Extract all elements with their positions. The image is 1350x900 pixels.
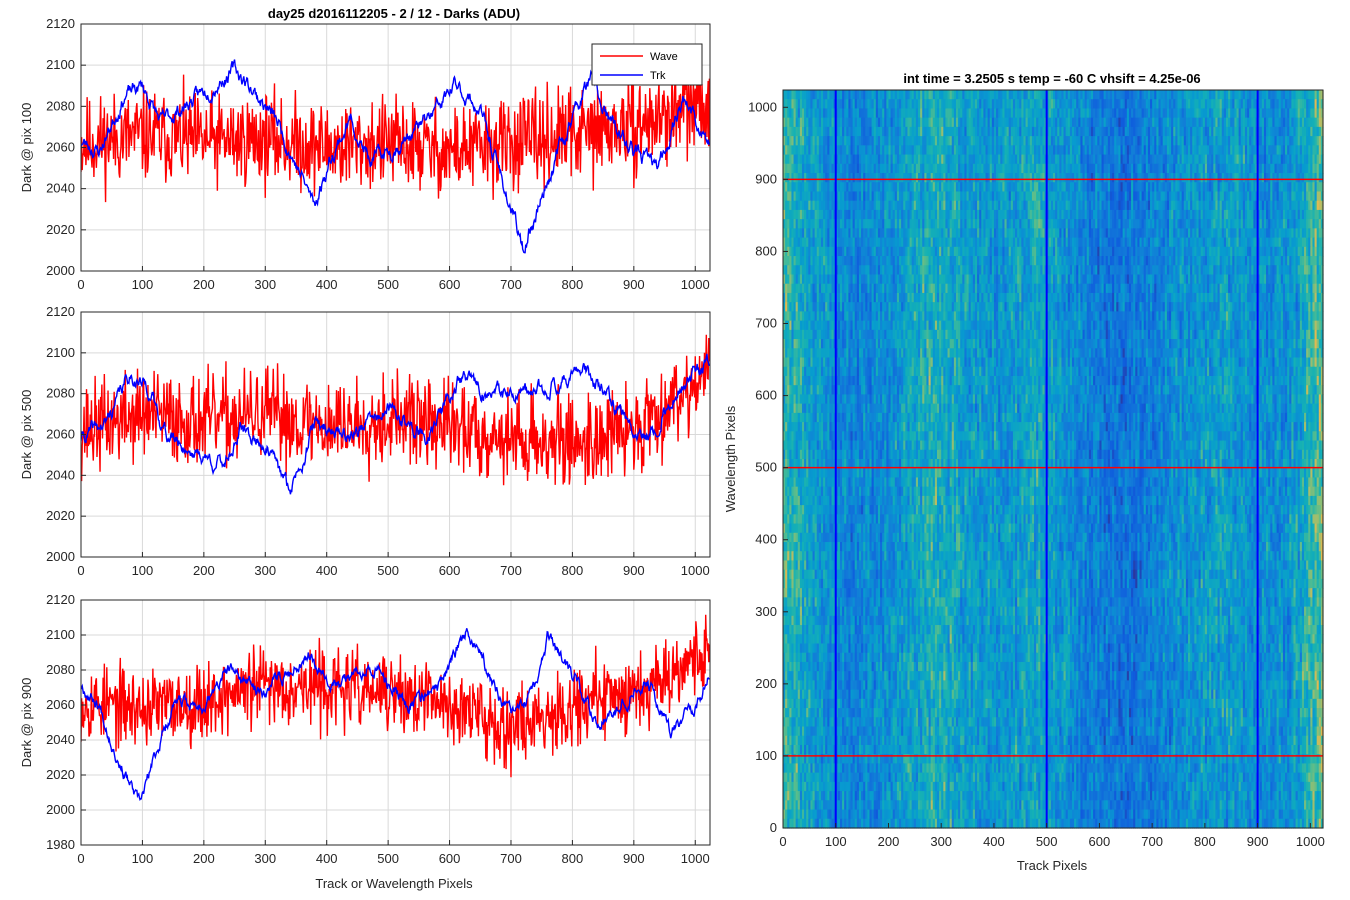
y-tick-label: 2080 bbox=[46, 98, 75, 113]
plot-pix500: 0 100 200 300 400 500 600 700 800 900 1000 2000 2020… bbox=[19, 304, 710, 578]
y-tick-label: 2100 bbox=[46, 627, 75, 642]
y-tick-label: 2040 bbox=[46, 732, 75, 747]
x-tick-label: 300 bbox=[254, 563, 276, 578]
x-tick-label: 600 bbox=[439, 851, 461, 866]
plot-pix100: day25 d2016112205 - 2 / 12 - Darks (ADU)… bbox=[19, 6, 710, 292]
y-tick-label: 2100 bbox=[46, 345, 75, 360]
y-tick-label: 2060 bbox=[46, 427, 75, 442]
y-tick-label: 2020 bbox=[46, 222, 75, 237]
x-tick-label: 1000 bbox=[681, 563, 710, 578]
y-tick-label: 2120 bbox=[46, 16, 75, 31]
legend-box bbox=[592, 44, 702, 85]
y-tick-label: 2000 bbox=[46, 263, 75, 278]
y-tick-label: 2060 bbox=[46, 697, 75, 712]
x-axis-label: Track or Wavelength Pixels bbox=[315, 876, 473, 891]
tick-labels: 0 100 200 300 400 500 600 700 800 900 1000 2000 2020… bbox=[46, 304, 710, 578]
x-tick-label: 800 bbox=[562, 851, 584, 866]
legend-wave-label: Wave bbox=[650, 51, 678, 63]
x-tick-label: 0 bbox=[77, 277, 84, 292]
x-tick-label: 600 bbox=[439, 563, 461, 578]
y-tick-label: 2120 bbox=[46, 592, 75, 607]
y-tick-label: 2000 bbox=[46, 549, 75, 564]
x-tick-label: 800 bbox=[562, 277, 584, 292]
y-tick-label: 2060 bbox=[46, 140, 75, 155]
x-tick-label: 400 bbox=[316, 563, 338, 578]
y-tick-label: 2120 bbox=[46, 304, 75, 319]
y-tick-label: 2000 bbox=[46, 802, 75, 817]
chart-title: day25 d2016112205 - 2 / 12 - Darks (ADU) bbox=[268, 6, 520, 21]
x-tick-label: 400 bbox=[316, 851, 338, 866]
series-line-trk bbox=[81, 60, 709, 253]
x-tick-label: 500 bbox=[377, 277, 399, 292]
legend: Wave Trk bbox=[592, 44, 702, 85]
y-tick-label: 2040 bbox=[46, 181, 75, 196]
x-tick-label: 400 bbox=[316, 277, 338, 292]
x-tick-label: 1000 bbox=[681, 851, 710, 866]
x-tick-label: 900 bbox=[623, 563, 645, 578]
heatmap-panel: int time = 3.2505 s temp = -60 C vhsift … bbox=[723, 71, 1325, 873]
x-tick-label: 100 bbox=[132, 277, 154, 292]
y-tick-label: 2080 bbox=[46, 662, 75, 677]
x-tick-label: 900 bbox=[623, 851, 645, 866]
x-tick-label: 200 bbox=[193, 851, 215, 866]
x-tick-label: 700 bbox=[500, 851, 522, 866]
x-tick-label: 0 bbox=[77, 851, 84, 866]
x-tick-label: 0 bbox=[77, 563, 84, 578]
x-tick-label: 800 bbox=[562, 563, 584, 578]
series-line-wave bbox=[81, 615, 709, 777]
x-tick-label: 100 bbox=[132, 851, 154, 866]
y-axis-label: Dark @ pix 900 bbox=[19, 678, 34, 768]
legend-trk-label: Trk bbox=[650, 70, 666, 82]
x-tick-label: 700 bbox=[500, 277, 522, 292]
heatmap-title: int time = 3.2505 s temp = -60 C vhsift … bbox=[903, 71, 1200, 86]
x-tick-label: 500 bbox=[377, 563, 399, 578]
plot-pix900: 0 100 200 300 400 500 600 700 800 900 1000 1980 2000… bbox=[19, 592, 710, 891]
heatmap-cells bbox=[783, 90, 1324, 829]
x-tick-label: 300 bbox=[254, 851, 276, 866]
x-tick-label: 600 bbox=[439, 277, 461, 292]
x-tick-label: 200 bbox=[193, 277, 215, 292]
x-tick-label: 500 bbox=[377, 851, 399, 866]
y-tick-label: 2040 bbox=[46, 467, 75, 482]
series-group bbox=[81, 335, 709, 495]
y-tick-label: 2020 bbox=[46, 508, 75, 523]
x-tick-label: 700 bbox=[500, 563, 522, 578]
y-axis-label: Dark @ pix 100 bbox=[19, 103, 34, 193]
x-tick-label: 200 bbox=[193, 563, 215, 578]
x-tick-label: 1000 bbox=[681, 277, 710, 292]
y-tick-label: 2080 bbox=[46, 386, 75, 401]
x-tick-label: 900 bbox=[623, 277, 645, 292]
y-tick-label: 2100 bbox=[46, 57, 75, 72]
series-group bbox=[81, 615, 709, 800]
x-tick-label: 100 bbox=[132, 563, 154, 578]
x-tick-label: 300 bbox=[254, 277, 276, 292]
y-axis-label: Dark @ pix 500 bbox=[19, 390, 34, 480]
y-tick-label: 1980 bbox=[46, 837, 75, 852]
y-tick-label: 2020 bbox=[46, 767, 75, 782]
